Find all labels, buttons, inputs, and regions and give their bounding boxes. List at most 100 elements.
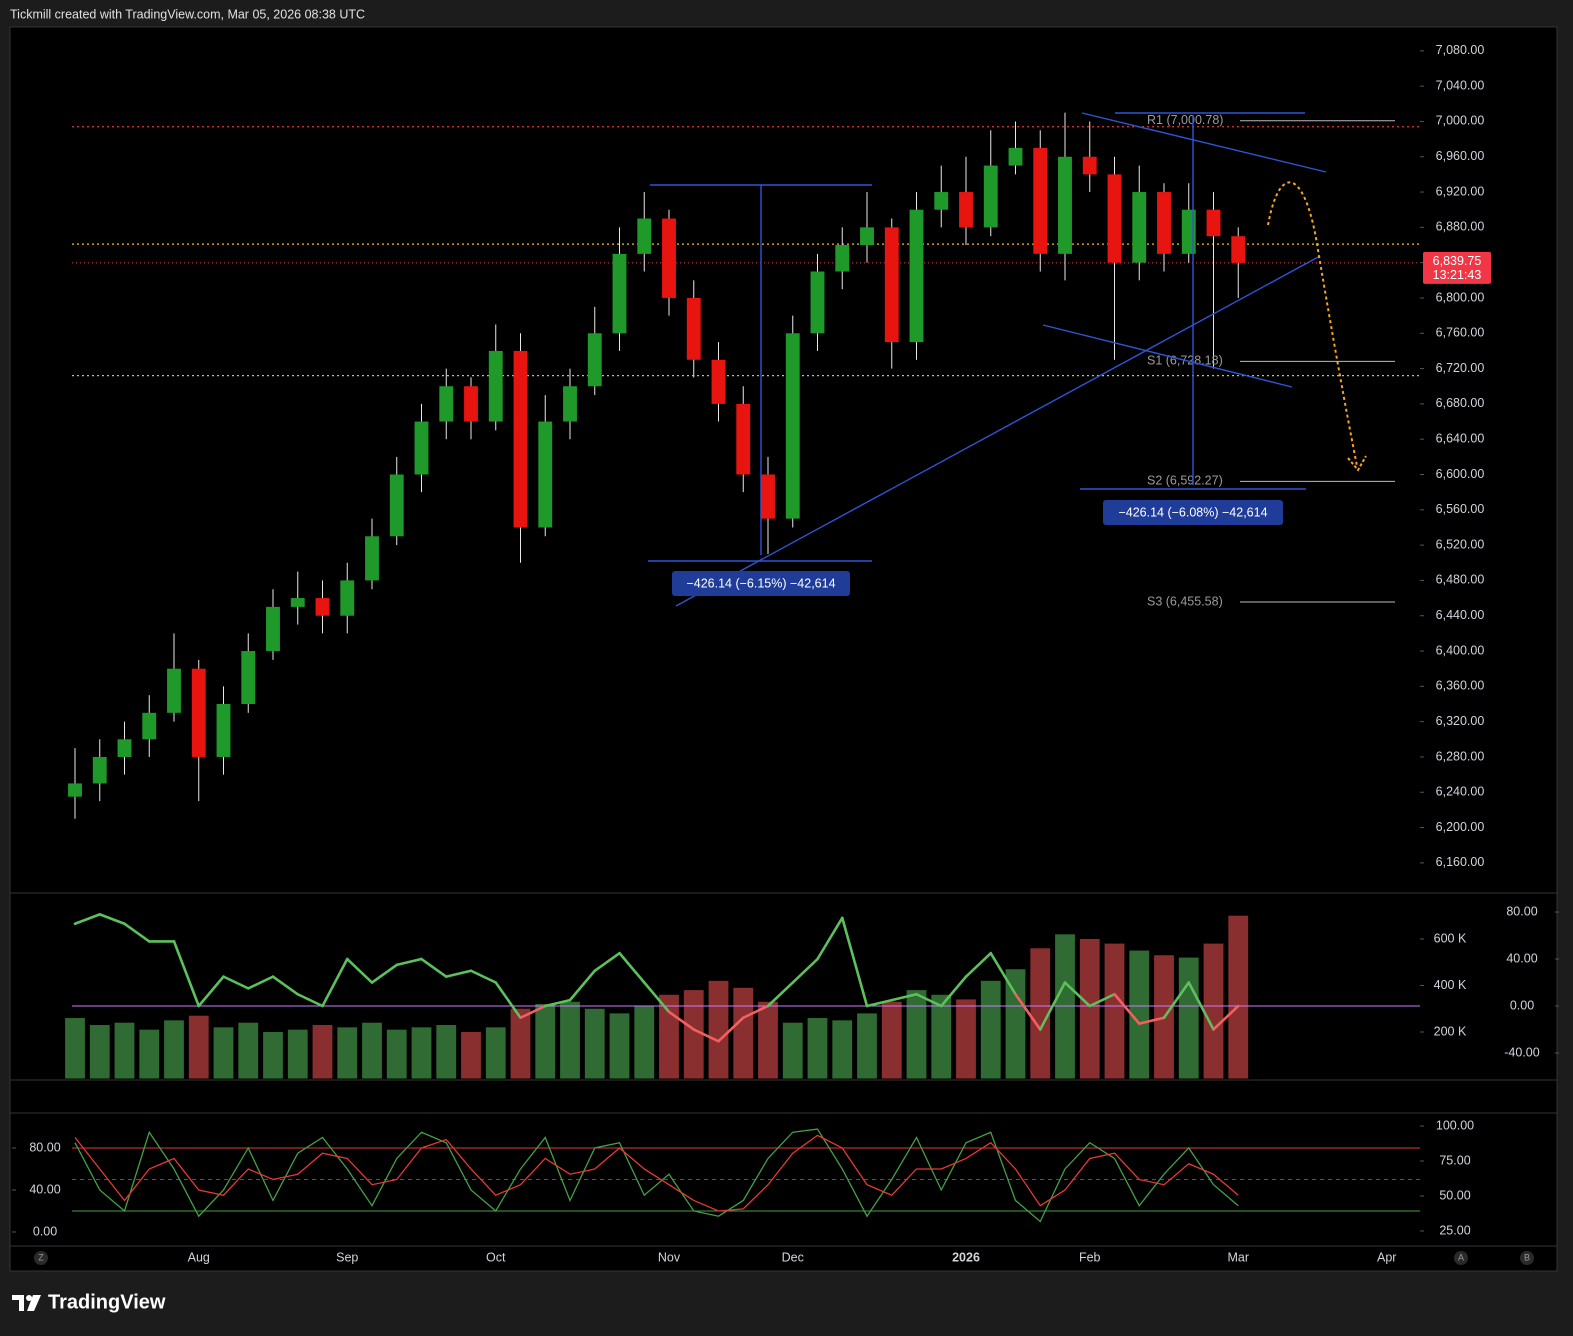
drawings: −426.14 (−6.15%) −42,614 −426.14 (−6.08%… [648,112,1367,607]
y-tick-label: 6,520.00 [1436,537,1485,551]
candle-body [290,598,305,607]
candle-body [860,227,874,246]
oscillator-segment [296,992,324,1008]
volume-bar [1178,957,1199,1079]
volume-bar [89,1025,110,1079]
button-label[interactable]: A [1458,1252,1464,1262]
volume-bar [386,1029,407,1079]
volume-bar [312,1025,333,1079]
oscillator-segment [1137,1016,1166,1025]
oscillator-segment [123,922,151,943]
oscillator-segment [1187,981,1215,1031]
x-tick-label: Aug [188,1250,210,1264]
candle-body [1206,209,1221,237]
oscillator-segment [98,913,126,926]
button-label[interactable]: Z [38,1252,44,1262]
y-tick-label: 0.00 [1510,998,1534,1012]
button[interactable] [1520,1251,1534,1265]
brand-logo [12,1295,24,1311]
candle-body [1008,147,1023,166]
volume-bar [411,1027,432,1079]
x-tick-label: Feb [1079,1250,1101,1264]
oscillator-segment [1212,1004,1240,1031]
volume-bar [881,1001,902,1079]
measure-box [672,571,850,596]
oscillator-segment [667,1010,696,1031]
oscillator-segment [741,1004,770,1020]
oscillator-segment [321,957,349,1008]
candle-body [315,598,330,616]
volume-bar [535,1004,556,1079]
y-tick-label: 7,080.00 [1436,43,1485,57]
stoch-line [74,1128,1239,1223]
y-tick-label: 25.00 [1439,1223,1470,1237]
header: Tickmill created with TradingView.com, M… [10,7,365,21]
candle-body [1157,192,1171,254]
y-tick-label: 600 K [1434,931,1467,945]
volume-bar [1005,969,1026,1079]
oscillator-segment [395,957,423,967]
volume-bar [758,1001,778,1079]
pivot-label: S3 (6,455.58) [1147,594,1223,608]
volume-bar [1203,943,1224,1079]
pivot-label: S2 (6,592.27) [1147,474,1223,488]
chart-area [9,26,1558,1272]
oscillator-segment [865,998,894,1008]
y-tick-label: 75.00 [1439,1153,1470,1167]
oscillator-segment [939,975,968,1008]
x-tick-label: Oct [486,1250,506,1264]
candle-body [414,421,429,475]
oscillator-segment [469,969,498,984]
candle-body [340,580,355,616]
oscillator-segment [717,1016,745,1043]
candle-body [959,192,973,228]
volume-bar [287,1029,308,1079]
stoch-line [74,1134,1239,1212]
candle-body [488,350,503,422]
candle-body [538,421,553,528]
volume-bar [733,987,754,1079]
y-tick-label: 6,360.00 [1436,679,1485,693]
candle-body [117,739,132,757]
volume-bar [213,1027,234,1079]
oscillator-segment [1063,981,1092,1008]
y-tick-label: 6,560.00 [1436,502,1485,516]
volume-bar [931,994,952,1079]
volume-bar [807,1018,828,1079]
buttons: Z A B [34,1251,1534,1265]
y-tick-label: 80.00 [1506,904,1537,918]
y-tick-label: 50.00 [1439,1188,1470,1202]
y-tick-label: 6,480.00 [1436,573,1485,587]
candle-body [711,359,726,404]
candle-body [513,350,528,528]
y-tick-label: 0.00 [33,1224,57,1238]
oscillator-segment [791,957,819,984]
candle-body [266,606,280,652]
candle-body [1058,156,1072,254]
candle-body [1033,147,1048,254]
oscillator-segment [692,1028,720,1043]
oscillator-segment [271,975,300,996]
brand-logo [27,1295,41,1311]
button[interactable] [1454,1251,1468,1265]
y-tick-label: 100.00 [1436,1118,1474,1132]
candle-body [884,227,899,343]
oscillator-segment [890,992,918,1002]
x-tick-label: Mar [1227,1250,1249,1264]
button-label[interactable]: B [1524,1252,1530,1262]
brand-name: TradingView [48,1291,166,1313]
volume-bar [634,1006,655,1079]
candle-body [810,271,825,334]
volume-bar [510,1008,531,1079]
measure-label: −426.14 (−6.15%) −42,614 [686,576,835,590]
oscillator-segment [494,981,522,1020]
y-tick-label: 40.00 [29,1182,60,1196]
button[interactable] [34,1251,48,1265]
oscillator-segment [444,969,473,978]
oscillator-segment [766,981,795,1008]
candle-body [241,651,256,704]
oscillator-segment [1162,981,1191,1020]
oscillator-segment [568,969,597,1002]
oscillator-segment [1014,992,1042,1031]
volume-bar [782,1022,803,1079]
